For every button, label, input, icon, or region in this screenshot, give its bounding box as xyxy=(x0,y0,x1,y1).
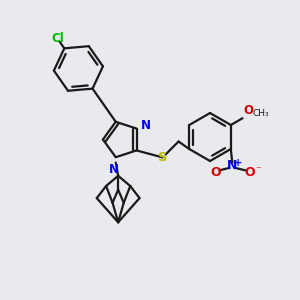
Text: N: N xyxy=(109,163,119,176)
Text: N: N xyxy=(141,119,151,132)
Text: Cl: Cl xyxy=(51,32,64,45)
Text: ⁻: ⁻ xyxy=(255,165,261,175)
Text: O: O xyxy=(210,166,220,179)
Text: O: O xyxy=(244,104,254,117)
Text: O: O xyxy=(244,166,255,179)
Text: CH₃: CH₃ xyxy=(252,109,269,118)
Text: N: N xyxy=(227,159,238,172)
Text: S: S xyxy=(158,151,167,164)
Text: +: + xyxy=(234,158,242,168)
